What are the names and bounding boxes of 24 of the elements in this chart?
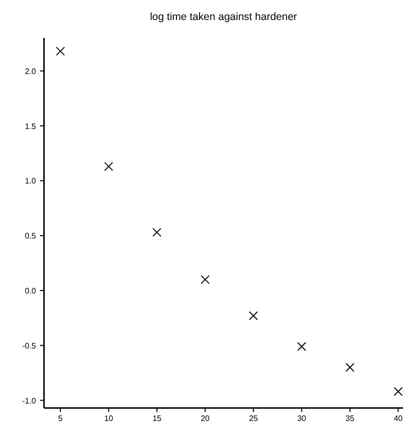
point — [200, 275, 210, 284]
y-tick-label: -1.0 — [22, 396, 37, 406]
y-tick-label: 2.0 — [24, 66, 37, 76]
y-tick-label: 1.5 — [24, 122, 37, 131]
point — [345, 362, 354, 372]
x-tick-label: 40 — [394, 414, 404, 423]
x-tick-label: 5 — [58, 414, 64, 423]
point — [394, 387, 403, 396]
point — [56, 46, 65, 56]
x-tick-label: 15 — [152, 414, 162, 423]
x-tick-label: 30 — [297, 414, 307, 423]
chart-title: log time taken against hardener — [150, 11, 298, 23]
point — [104, 162, 114, 171]
y-tick-label: -0.5 — [22, 341, 37, 350]
point — [297, 342, 306, 352]
x-tick-label: 25 — [248, 414, 258, 423]
y-tick-label: 0.5 — [24, 232, 37, 241]
point — [248, 311, 258, 320]
y-tick-label: 1.0 — [24, 176, 37, 186]
point — [152, 228, 162, 237]
x-tick-label: 35 — [345, 414, 355, 423]
y-tick-label: 0.0 — [24, 286, 37, 296]
x-tick-label: 20 — [200, 414, 210, 423]
x-tick-label: 10 — [104, 414, 114, 423]
